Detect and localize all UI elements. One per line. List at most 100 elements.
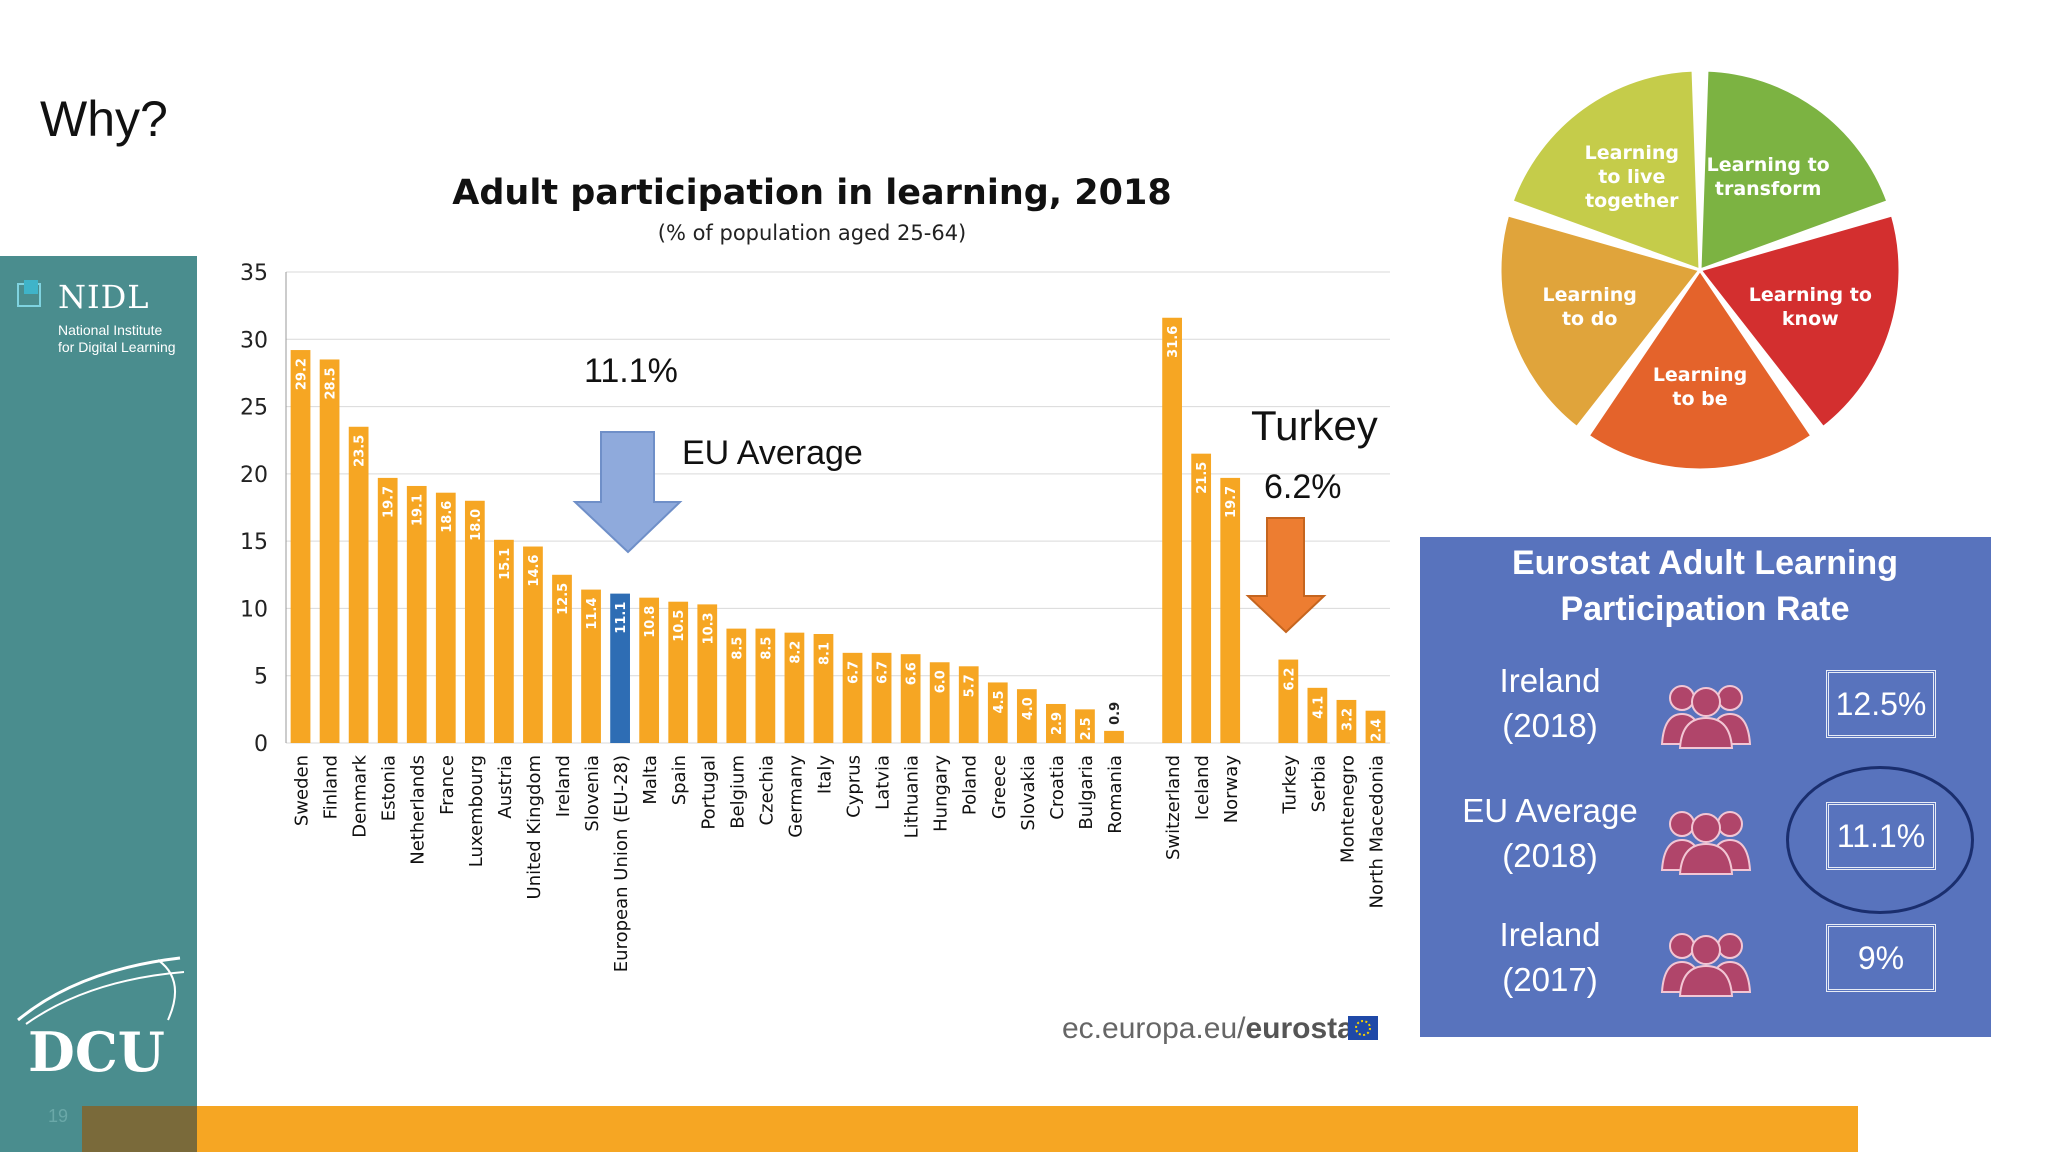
x-tick-label: Croatia	[1047, 755, 1068, 820]
panel-row-label-line1: Ireland	[1499, 662, 1601, 699]
bar	[784, 632, 805, 743]
eu-average-percent: 11.1%	[584, 352, 678, 390]
pillar-wedge	[1698, 68, 1890, 273]
data-label: 10.5	[672, 610, 687, 642]
data-label: 23.5	[353, 435, 368, 467]
turkey-label: Turkey	[1251, 402, 1378, 449]
panel-row-label-line2: (2018)	[1502, 707, 1598, 744]
slide-number: 19	[48, 1106, 69, 1126]
bar	[1016, 689, 1037, 743]
bottom-bar-overlap	[82, 1106, 197, 1152]
data-label: 8.2	[788, 641, 803, 664]
x-tick-label: Netherlands	[408, 755, 429, 865]
data-label: 19.7	[1224, 486, 1239, 518]
bar	[1365, 710, 1386, 743]
y-tick-label: 10	[240, 597, 268, 622]
bar	[697, 604, 718, 743]
data-label: 6.7	[847, 661, 862, 684]
panel-row-label-line1: EU Average	[1462, 792, 1638, 829]
bar	[871, 652, 892, 743]
data-label: 6.7	[876, 661, 891, 684]
x-tick-label: Norway	[1221, 755, 1242, 824]
data-label: 31.6	[1166, 326, 1181, 358]
x-tick-label: Spain	[669, 755, 690, 805]
dcu-logo-text: DCU	[28, 1020, 165, 1084]
sidebar-panel	[0, 256, 197, 1152]
data-label: 18.0	[469, 509, 484, 541]
x-tick-label: Lithuania	[902, 755, 923, 838]
data-label: 5.7	[963, 674, 978, 697]
x-tick-label: Finland	[321, 755, 342, 819]
nidl-logo: NIDL National Institute for Digital Lear…	[16, 270, 191, 360]
bar	[1278, 659, 1299, 743]
data-label: 15.1	[498, 548, 513, 580]
people-group-icon	[1660, 933, 1752, 997]
people-group-icon	[1660, 811, 1752, 875]
x-tick-label: Italy	[814, 755, 835, 794]
nidl-logo-icon	[17, 280, 41, 307]
x-tick-label: Luxembourg	[466, 755, 487, 867]
data-label: 18.6	[440, 501, 455, 533]
x-tick-label: Estonia	[379, 755, 400, 821]
y-tick-label: 30	[240, 328, 268, 353]
data-label: 0.9	[1108, 702, 1123, 725]
pillar-label: Learning to transform	[1707, 154, 1830, 200]
data-label: 6.0	[934, 670, 949, 693]
bar	[1104, 730, 1124, 743]
x-tick-label: Poland	[960, 755, 981, 815]
dcu-swoosh-icon	[17, 956, 185, 1025]
dcu-logo: DCU	[8, 950, 188, 1084]
bottom-accent-bar	[82, 1106, 1858, 1152]
data-label: 10.8	[643, 606, 658, 638]
bar	[377, 477, 398, 743]
data-label: 19.7	[382, 486, 397, 518]
data-label: 2.4	[1369, 719, 1384, 742]
bar	[1220, 477, 1241, 743]
panel-title-line2: Participation Rate	[1560, 590, 1850, 628]
pillar-wedge	[1586, 267, 1814, 472]
panel-title-line1: Eurostat Adult Learning	[1512, 544, 1898, 582]
bar	[668, 601, 689, 743]
eu-flag-icon	[1348, 1016, 1378, 1040]
x-tick-label: Malta	[640, 755, 661, 805]
bar	[813, 633, 834, 743]
x-tick-label: North Macedonia	[1366, 755, 1387, 908]
bar	[1075, 709, 1095, 743]
data-label: 10.3	[701, 612, 716, 644]
x-tick-label: United Kingdom	[524, 755, 545, 899]
x-tick-label: Switzerland	[1163, 755, 1184, 860]
y-tick-label: 0	[254, 732, 268, 757]
x-tick-label: Slovakia	[1018, 755, 1039, 831]
x-tick-label: Romania	[1105, 755, 1126, 834]
x-tick-label: Hungary	[931, 755, 952, 832]
people-group-icon	[1660, 685, 1752, 749]
y-tick-label: 35	[240, 261, 268, 286]
bar	[523, 546, 543, 743]
pillar-label: Learning to be	[1653, 364, 1747, 410]
bar	[726, 628, 747, 743]
x-tick-label: Belgium	[727, 755, 748, 829]
bar	[842, 652, 863, 743]
x-tick-label: Austria	[495, 755, 516, 819]
data-label: 21.5	[1195, 462, 1210, 494]
bar-chart: Adult participation in learning, 2018 (%…	[240, 173, 1390, 972]
x-tick-label: Germany	[785, 755, 806, 838]
bar	[581, 589, 601, 743]
bar	[552, 574, 572, 743]
panel-row-label: Ireland (2017)	[1440, 912, 1660, 1002]
bar	[639, 597, 660, 743]
data-label: 8.5	[730, 637, 745, 660]
panel-row-label: Ireland (2018)	[1440, 658, 1660, 748]
bar	[464, 500, 485, 743]
x-tick-label: European Union (EU-28)	[611, 755, 632, 972]
bar	[1336, 699, 1357, 743]
data-label: 29.2	[295, 358, 310, 390]
panel-title: Eurostat Adult Learning Participation Ra…	[1430, 540, 1980, 632]
x-tick-label: Sweden	[292, 755, 313, 826]
nidl-subtitle-line2: for Digital Learning	[58, 339, 176, 355]
data-label: 14.6	[527, 555, 542, 587]
bar	[1162, 317, 1182, 743]
x-tick-label: Denmark	[350, 754, 371, 837]
x-tick-label: Iceland	[1192, 755, 1213, 820]
